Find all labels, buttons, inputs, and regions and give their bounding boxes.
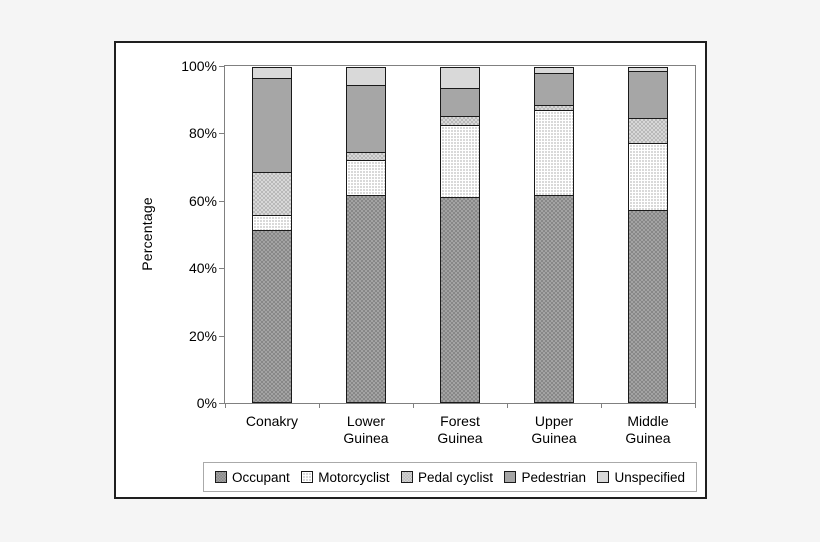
bar-segment-motorcyclist [252,214,291,230]
bar-segment-pedestrian [252,78,291,172]
y-tick-label: 100% [181,58,217,74]
y-tick-label: 80% [188,125,217,142]
bar-segment-motorcyclist [440,124,479,197]
x-category-label: Middle Guinea [625,413,671,446]
legend-item-occupant: Occupant [215,470,290,485]
y-axis-title: Percentage [139,196,156,271]
bar-segment-motorcyclist [628,143,667,210]
x-axis-tick [319,403,320,408]
bar-segment-pedestrian [534,73,573,105]
bar-segment-unspecified [534,68,573,74]
y-axis-title-wrap: Percentage [132,65,162,402]
x-axis-tick [507,403,508,408]
bar-segment-pedal-cyclist [346,151,385,160]
bar-segment-occupant [440,196,479,402]
x-axis-tick [601,403,602,408]
bar-segment-pedestrian [346,84,385,152]
bar-segment-occupant [628,209,667,402]
legend-swatch-icon [215,471,227,483]
legend-label: Motorcyclist [318,469,390,485]
x-category-label: Conakry [245,413,299,429]
legend-item-motorcyclist: Motorcyclist [301,469,390,485]
legend-label: Pedal cyclist [417,469,493,485]
y-tick-label: 40% [188,260,217,277]
bar-segment-motorcyclist [534,109,573,195]
legend-item-pedestrian: Pedestrian [504,470,586,485]
bar-segment-motorcyclist [346,159,385,195]
bar-middle [627,67,668,403]
y-axis-tick [219,403,225,404]
legend-label: Occupant [232,469,290,485]
y-axis-tick [219,200,225,202]
y-axis-tick [219,335,225,337]
plot-area: 0% 20% 40% 60% 80% 100% Conakry Lower Guinea For… [181,59,696,446]
bar-segment-pedal-cyclist [628,118,667,144]
bar-forest [439,67,480,403]
legend-item-unspecified: Unspecified [597,470,685,485]
y-axis-tick [219,268,225,270]
bar-segment-pedestrian [440,88,479,117]
bar-segment-unspecified [252,68,291,79]
bar-segment-occupant [534,194,573,402]
x-axis-tick [695,403,696,408]
bar-segment-pedal-cyclist [252,171,291,215]
bar-segment-pedal-cyclist [440,116,479,125]
bar-upper [533,67,574,403]
legend-swatch-icon [301,471,314,483]
bar-conakry [251,67,292,403]
x-category-label: Lower Guinea [343,413,389,446]
chart-frame: Percentage 0% 20% 40% 60% 80% 100% Conakry Lowe… [114,41,707,499]
y-tick-label: 20% [188,327,217,344]
y-tick-label: 60% [188,192,217,209]
y-axis-tick [219,133,225,135]
bar-segment-unspecified [628,68,667,72]
legend-swatch-icon [400,471,413,483]
legend: Occupant Motorcyclist Pedal cyclist Pedestr… [203,462,697,492]
x-axis-tick [413,403,414,408]
bar-segment-pedal-cyclist [534,104,573,110]
bar-segment-occupant [346,194,385,402]
x-category-label: Forest Guinea [437,413,483,446]
y-tick-label: 0% [196,395,217,411]
x-axis-tick [225,403,226,408]
bar-segment-unspecified [346,68,385,85]
bar-lower [345,67,386,403]
y-axis-tick [219,66,225,67]
legend-label: Unspecified [614,469,685,485]
bar-segment-unspecified [440,68,479,89]
legend-label: Pedestrian [521,469,586,485]
legend-swatch-icon [504,471,517,483]
legend-swatch-icon [597,471,610,483]
x-category-label: Upper Guinea [531,413,577,446]
legend-item-pedal-cyclist: Pedal cyclist [400,469,493,485]
bar-segment-occupant [252,230,291,402]
bar-segment-pedestrian [628,71,667,119]
